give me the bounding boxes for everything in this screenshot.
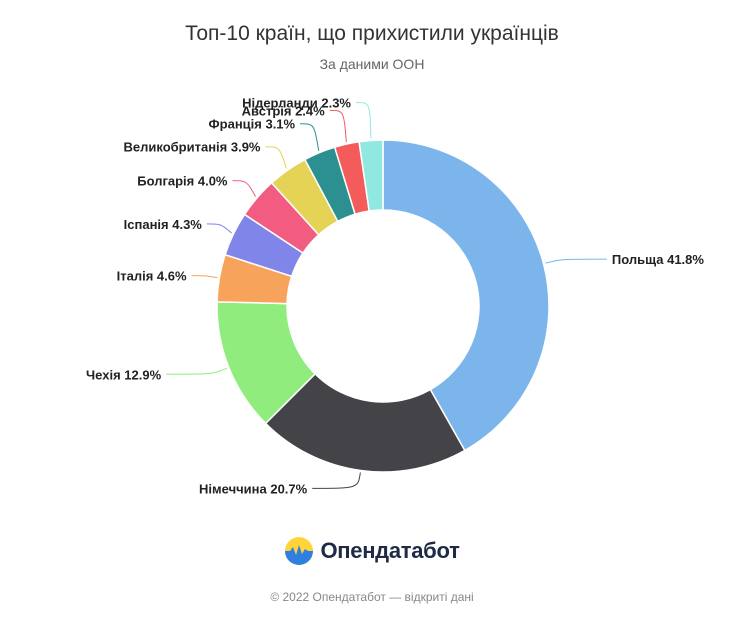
connector-4 <box>206 223 232 234</box>
data-label-6: Великобританія 3.9% <box>123 140 260 155</box>
data-label-5: Болгарія 4.0% <box>137 174 228 189</box>
chart-title: Топ-10 країн, що прихистили українців <box>185 22 559 45</box>
brand: Опендатабот <box>0 536 744 566</box>
data-label-0: Польща 41.8% <box>612 252 704 267</box>
connector-7 <box>300 123 320 151</box>
data-label-3: Італія 4.6% <box>117 269 187 284</box>
connector-6 <box>265 146 287 169</box>
connector-9 <box>356 101 372 139</box>
slice-9 <box>358 139 384 212</box>
sun-over-wave-logo-icon <box>285 537 314 565</box>
data-label-4: Іспанія 4.3% <box>124 217 203 232</box>
connector-8 <box>329 109 347 143</box>
connector-3 <box>191 275 218 279</box>
data-labels: Польща 41.8% Німеччина 20.7% Чехія 12.9% Іт… <box>86 95 704 496</box>
data-label-7: Франція 3.1% <box>209 117 296 132</box>
connector-1 <box>312 472 361 489</box>
data-label-1: Німеччина 20.7% <box>199 481 308 496</box>
label-connectors <box>166 101 607 489</box>
donut-chart: Польща 41.8% Німеччина 20.7% Чехія 12.9% Іт… <box>86 95 704 496</box>
footer-copyright: © 2022 Опендатабот — відкриті дані <box>270 590 474 604</box>
slice-1 <box>264 372 466 473</box>
data-label-9: Нідерланди 2.3% <box>242 95 351 110</box>
brand-name: Опендатабот <box>320 538 460 563</box>
connector-0 <box>545 258 607 264</box>
data-label-2: Чехія 12.9% <box>86 367 162 382</box>
donut-slices <box>216 139 550 473</box>
connector-2 <box>166 367 228 375</box>
slice-0 <box>382 139 550 452</box>
data-label-8: Австрія 2.4% <box>242 103 325 118</box>
connector-5 <box>232 180 257 197</box>
chart-subtitle: За даними ООН <box>319 56 425 72</box>
